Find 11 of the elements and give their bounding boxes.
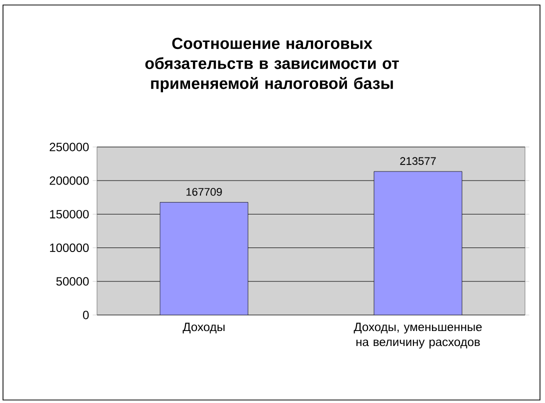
x-tick-label: Доходы — [182, 322, 225, 334]
y-tick-label: 100000 — [50, 244, 89, 252]
y-tick-label: 200000 — [50, 176, 89, 185]
y-tick-label: 0 — [83, 310, 89, 320]
y-tick-label: 50000 — [56, 277, 89, 286]
data-label: 213577 — [400, 157, 436, 165]
x-tick-label: Доходы, уменьшенные на величину расходов — [354, 322, 482, 349]
chart-title: Соотношение налоговых обязательств в зависимости от применяемой налоговой базы — [145, 38, 399, 92]
data-label: 167709 — [186, 188, 222, 196]
y-tick-label: 250000 — [50, 142, 89, 152]
y-tick-label: 150000 — [50, 210, 89, 218]
